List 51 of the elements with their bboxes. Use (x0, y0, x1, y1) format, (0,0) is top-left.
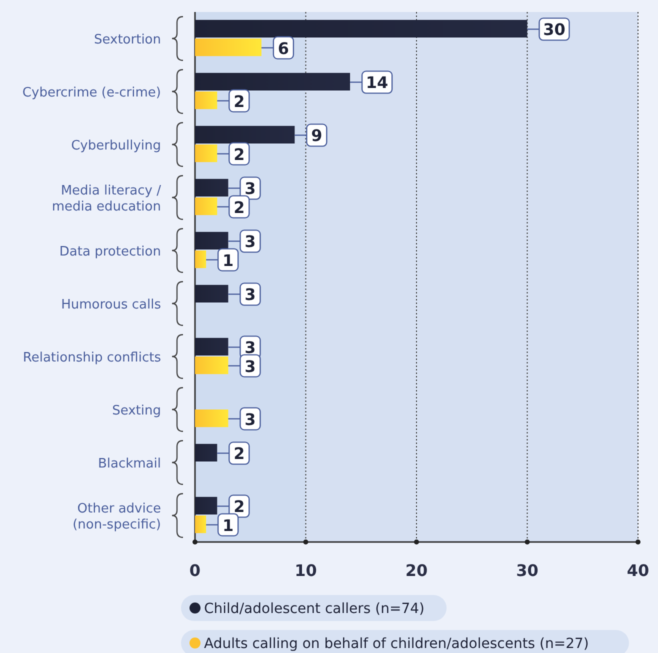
y-tick-label: Cybercrime (e-crime) (22, 86, 161, 100)
y-tick-label: Cyberbullying (71, 138, 161, 154)
data-label: 9 (311, 126, 322, 146)
bar (195, 72, 350, 90)
bar (195, 92, 218, 110)
y-tick-label: Other advice (non-specific) (72, 502, 161, 532)
x-tick-label: 30 (516, 561, 538, 580)
bar (195, 198, 218, 216)
bar (195, 144, 218, 162)
bar (195, 178, 228, 196)
data-label: 2 (234, 144, 245, 164)
bar (195, 250, 206, 268)
y-tick-label: Data protection (59, 244, 161, 260)
y-tick-label: Sextortion (94, 32, 161, 48)
x-tick-label: 40 (626, 561, 650, 580)
data-label: 3 (244, 285, 256, 304)
legend-label: Child/adolescent callers (n=74) (204, 601, 424, 617)
y-tick-label: Humorous calls (61, 298, 162, 312)
y-tick-label: Media literacy / media education (52, 184, 162, 214)
legend-label: Adults calling on behalf of children/adolescents (n=27) (204, 636, 589, 652)
bar (195, 410, 228, 428)
data-label: 30 (543, 20, 566, 40)
data-label: 2 (234, 198, 245, 217)
data-label: 2 (234, 444, 245, 464)
data-label: 3 (244, 338, 256, 358)
bar (195, 516, 206, 534)
data-label: 3 (244, 410, 256, 429)
x-tick-label: 0 (189, 561, 201, 580)
data-label: 6 (278, 38, 290, 58)
bar (195, 38, 262, 56)
bar (195, 20, 528, 38)
data-label: 3 (244, 179, 256, 198)
data-label: 2 (234, 92, 245, 111)
bar (195, 356, 228, 374)
x-tick-label: 10 (294, 561, 317, 580)
y-tick-label: Blackmail (98, 456, 161, 472)
data-label: 1 (222, 516, 234, 535)
bar (195, 232, 228, 250)
x-tick-label: 20 (405, 561, 428, 580)
bar (195, 496, 218, 514)
bar (195, 284, 228, 302)
data-label: 1 (222, 250, 234, 270)
data-label: 14 (366, 73, 388, 92)
bar (195, 126, 295, 144)
data-label: 3 (244, 232, 256, 252)
y-tick-label: Sexting (112, 404, 161, 418)
bar (195, 444, 218, 462)
data-label: 3 (244, 356, 256, 376)
bar (195, 338, 228, 356)
y-tick-label: Relationship conflicts (22, 350, 162, 366)
data-label: 2 (234, 497, 245, 516)
